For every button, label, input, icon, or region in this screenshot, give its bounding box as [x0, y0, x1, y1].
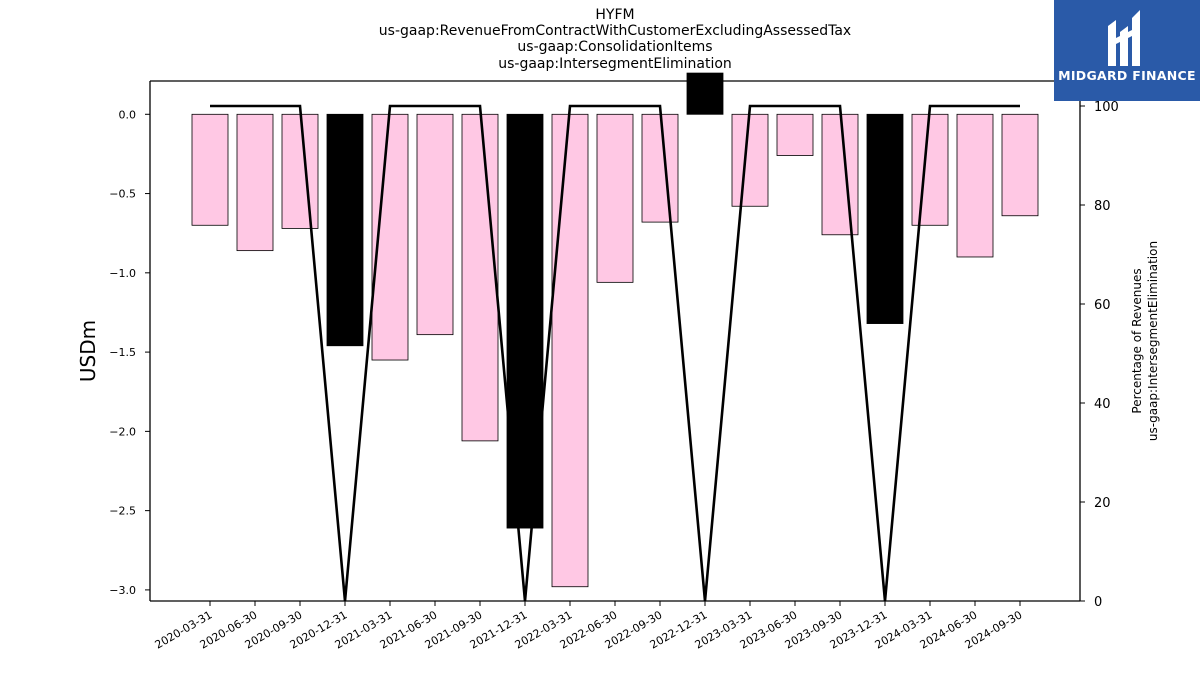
- y2-tick-label: 0: [1094, 595, 1102, 610]
- y-tick-label: −2.0: [109, 425, 136, 438]
- bar-2022-03-31: [551, 113, 589, 588]
- chart-title-line-2: us-gaap:RevenueFromContractWithCustomerE…: [378, 23, 852, 39]
- y2-tick-label: 100: [1094, 100, 1119, 115]
- bar-2021-06-30: [416, 113, 454, 336]
- bar-2021-09-30: [461, 113, 499, 442]
- chart-title-line-1: HYFM: [595, 7, 635, 23]
- bar-2024-09-30: [1001, 113, 1039, 217]
- bar-2022-09-30: [641, 113, 679, 223]
- bar-2022-06-30: [596, 113, 634, 283]
- y2-axis-label-line-1: Percentage of Revenues: [1130, 268, 1144, 413]
- midgard-logo-icon: [1108, 10, 1140, 66]
- bar-2023-09-30: [821, 113, 859, 236]
- y-tick-label: −0.5: [109, 188, 136, 201]
- y2-tick-label: 60: [1094, 298, 1111, 313]
- logo-text: MIDGARD FINANCE: [1058, 68, 1196, 83]
- midgard-finance-logo: MIDGARD FINANCE: [1054, 0, 1200, 101]
- bar-2022-12-31: [686, 72, 724, 115]
- bar-2020-09-30: [281, 113, 319, 229]
- bar-2020-06-30: [236, 113, 274, 252]
- bar-2024-03-31: [911, 113, 949, 226]
- bar-2023-12-31: [866, 113, 904, 324]
- y-tick-label: 0.0: [119, 108, 137, 121]
- y2-tick-label: 80: [1094, 199, 1111, 214]
- y2-axis-label-line-2: us-gaap:IntersegmentElimination: [1146, 241, 1160, 441]
- bar-2020-03-31: [191, 113, 229, 226]
- y-tick-label: −1.5: [109, 346, 136, 359]
- chart-title-line-4: us-gaap:IntersegmentElimination: [498, 56, 732, 72]
- chart-title-line-3: us-gaap:ConsolidationItems: [517, 39, 713, 55]
- y2-tick-label: 20: [1094, 496, 1111, 511]
- bar-2024-06-30: [956, 113, 994, 258]
- bar-2023-03-31: [731, 113, 769, 207]
- y-tick-label: −1.0: [109, 267, 136, 280]
- y-tick-label: −2.5: [109, 505, 136, 518]
- y-axis-label: USDm: [76, 320, 100, 382]
- y-tick-label: −3.0: [109, 584, 136, 597]
- bar-2020-12-31: [326, 113, 364, 347]
- bar-2023-06-30: [776, 113, 814, 156]
- y2-tick-label: 40: [1094, 397, 1111, 412]
